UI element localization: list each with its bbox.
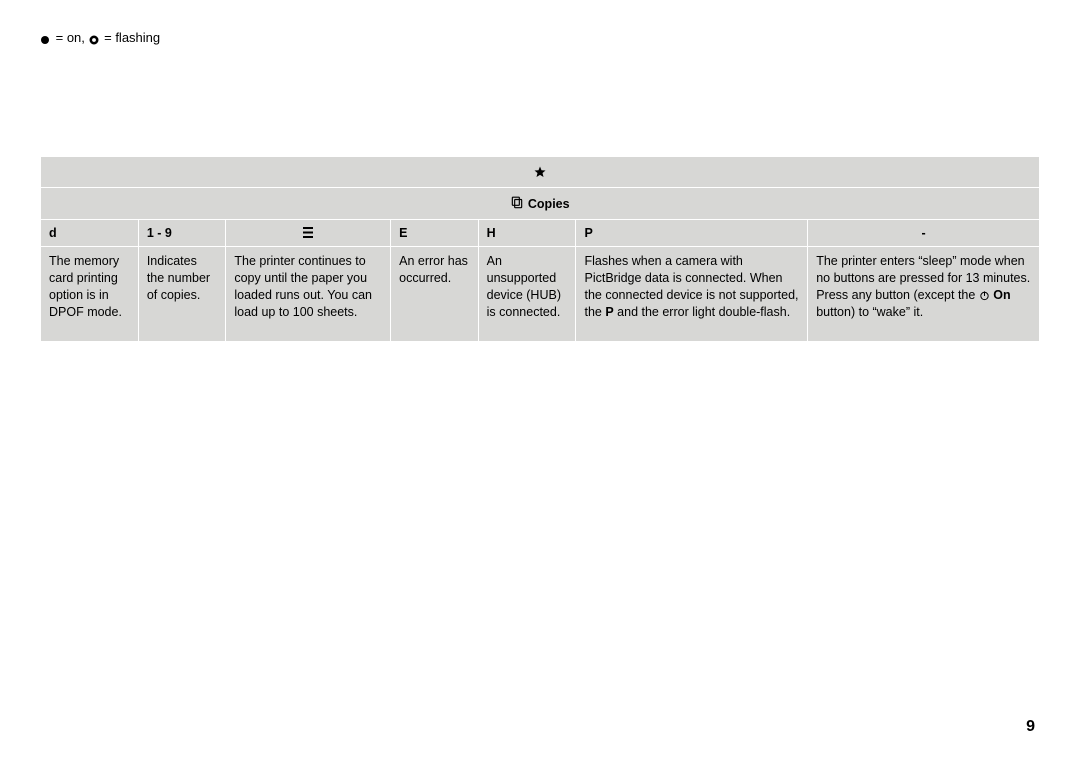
legend-on-text: = on, (52, 30, 89, 45)
power-icon (979, 288, 990, 302)
dot-flashing-icon (89, 31, 99, 46)
col-header-d: d (41, 220, 139, 247)
col-header-dash: - (808, 220, 1040, 247)
cell-error: An error has occurred. (391, 247, 479, 342)
col-header-1-9: 1 - 9 (138, 220, 226, 247)
col-header-e: E (391, 220, 479, 247)
col-header-p: P (576, 220, 808, 247)
cell-pictbridge: Flashes when a camera with PictBridge da… (576, 247, 808, 342)
page-number: 9 (1026, 718, 1035, 736)
cell-copies-number: Indicates the number of copies. (138, 247, 226, 342)
table-title-label: Copies (528, 197, 570, 211)
col-header-stack-icon (226, 220, 391, 247)
cell-dpof: The memory card printing option is in DP… (41, 247, 139, 342)
cell-continuous-copy: The printer continues to copy until the … (226, 247, 391, 342)
legend-line: = on, = flashing (40, 30, 1040, 46)
copies-icon (510, 197, 527, 211)
cell-sleep: The printer enters “sleep” mode when no … (808, 247, 1040, 342)
copies-table: Copies d 1 - 9 E H P - The memory card p… (40, 156, 1040, 342)
table-body-row: The memory card printing option is in DP… (41, 247, 1040, 342)
col-header-h: H (478, 220, 576, 247)
cell-hub: An unsupported device (HUB) is connected… (478, 247, 576, 342)
legend-flashing-text: = flashing (101, 30, 161, 45)
table-title-row: Copies (41, 188, 1040, 220)
star-icon (534, 165, 546, 179)
table-header-row: d 1 - 9 E H P - (41, 220, 1040, 247)
dot-on-icon (40, 31, 50, 46)
table-star-row (41, 157, 1040, 188)
